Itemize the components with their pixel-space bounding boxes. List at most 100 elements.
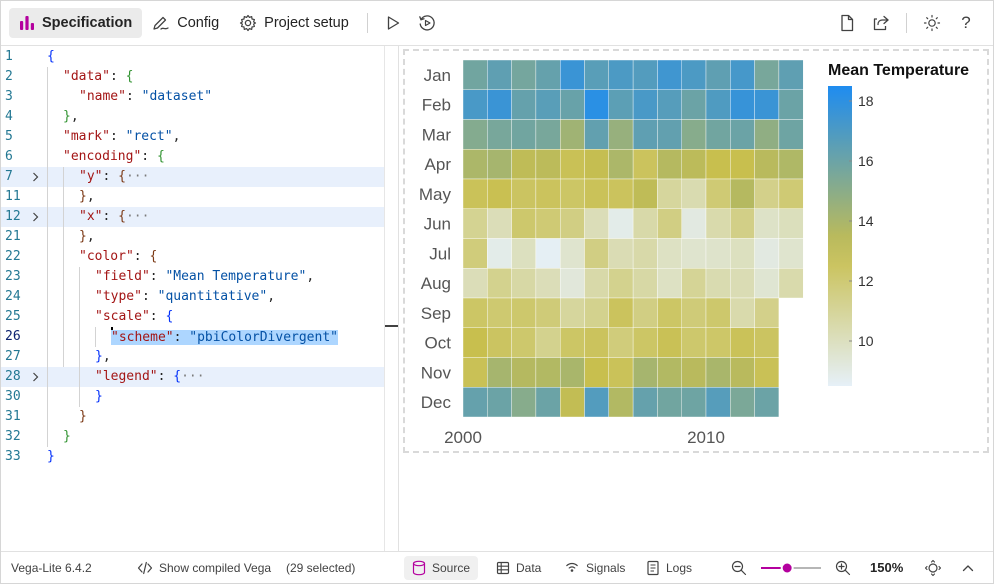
gear-icon	[240, 14, 257, 32]
theme-button[interactable]	[915, 8, 949, 38]
heatmap-cell	[778, 89, 804, 120]
line-number: 31	[5, 409, 21, 424]
indent-guide	[95, 327, 96, 347]
heatmap-cell	[511, 89, 537, 120]
code-line[interactable]: 32}	[1, 427, 398, 447]
help-icon: ?	[961, 13, 971, 32]
tab-data[interactable]: Data	[488, 556, 549, 580]
heatmap-cell	[657, 89, 682, 120]
heatmap-cell	[657, 238, 682, 269]
heatmap-cell	[681, 387, 707, 418]
y-tick-label: Aug	[421, 274, 451, 293]
heatmap-cell	[632, 149, 658, 180]
heatmap-cell	[608, 268, 634, 299]
new-file-button[interactable]	[830, 8, 864, 38]
y-tick-label: Jun	[424, 215, 451, 234]
heatmap-cell	[705, 89, 731, 120]
line-number: 21	[5, 229, 21, 244]
code-line[interactable]: 3 "name": "dataset"	[1, 87, 398, 107]
tab-logs[interactable]: Logs	[638, 556, 700, 580]
code-line[interactable]: 30}	[1, 387, 398, 407]
zoom-slider-track	[761, 561, 821, 574]
heatmap-cell	[535, 327, 561, 358]
heatmap-cell	[584, 327, 609, 358]
run-icon	[387, 16, 399, 30]
code-text: "field": "Mean Temperature",	[95, 269, 315, 284]
y-tick-label: Jan	[424, 66, 451, 85]
tab-signals[interactable]: Signals	[556, 556, 633, 580]
heatmap-cell	[487, 357, 512, 388]
code-line[interactable]: 12 "x": {···	[1, 207, 385, 227]
zoom-out-button[interactable]	[731, 552, 747, 583]
code-text: "x": {···	[79, 209, 150, 224]
indent-guide	[47, 67, 48, 447]
code-line[interactable]: 1{	[1, 47, 398, 67]
heatmap-cell	[754, 89, 780, 120]
heatmap-cell	[608, 178, 634, 209]
heatmap-cell	[705, 297, 731, 328]
code-line[interactable]: 11},	[1, 187, 398, 207]
tab-project-setup[interactable]: Project setup	[229, 8, 359, 38]
code-line[interactable]: 7 "y": {···	[1, 167, 385, 187]
code-line[interactable]: 22 "color": {	[1, 247, 398, 267]
code-line[interactable]: 2 "data": {	[1, 67, 398, 87]
code-text: "color": {	[79, 249, 158, 264]
code-line[interactable]: 24 "type": "quantitative",	[1, 287, 398, 307]
code-line[interactable]: 26 "scheme": "pbiColorDivergent"	[1, 327, 398, 347]
collapse-panel-button[interactable]	[961, 552, 975, 583]
code-text: {	[47, 49, 55, 64]
heatmap-cell	[584, 89, 609, 120]
code-line[interactable]: 21},	[1, 227, 398, 247]
code-line[interactable]: 23 "field": "Mean Temperature",	[1, 267, 398, 287]
run-button[interactable]	[376, 8, 410, 38]
editor-scrollbar[interactable]	[384, 46, 385, 551]
code-line[interactable]: 25 "scale": {	[1, 307, 398, 327]
fit-to-view-button[interactable]	[924, 552, 942, 583]
heatmap-cell	[462, 89, 488, 120]
code-line[interactable]: 28 "legend": {···	[1, 367, 385, 387]
heatmap-cell	[535, 387, 561, 418]
code-line[interactable]: 5 "mark": "rect",	[1, 127, 398, 147]
heatmap-cell	[705, 119, 731, 150]
zoom-in-button[interactable]	[835, 552, 851, 583]
heatmap-cell	[462, 268, 488, 299]
heatmap-cell	[705, 178, 731, 209]
tab-source[interactable]: Source	[404, 556, 479, 580]
fold-chevron-icon[interactable]	[30, 167, 42, 187]
tab-source-label: Source	[432, 561, 471, 575]
code-text: },	[95, 349, 111, 364]
tab-signals-label: Signals	[586, 561, 626, 575]
heatmap-cell	[754, 149, 780, 180]
tab-config[interactable]: Config	[142, 8, 229, 38]
line-number: 33	[5, 449, 21, 464]
code-editor[interactable]: 1{2 "data": {3 "name": "dataset" 4}, 5 "mark"…	[1, 46, 399, 551]
show-compiled-vega-button[interactable]: Show compiled Vega	[137, 552, 271, 583]
heatmap-cell	[705, 238, 731, 269]
code-line[interactable]: 6 "encoding": {	[1, 147, 398, 167]
zoom-slider[interactable]	[761, 552, 821, 583]
auto-run-button[interactable]	[410, 8, 444, 38]
code-line[interactable]: 4},	[1, 107, 398, 127]
legend-tick-label: 14	[858, 213, 874, 229]
tab-specification[interactable]: Specification	[9, 8, 143, 38]
heatmap-cell	[487, 59, 512, 90]
line-number: 5	[5, 129, 13, 144]
fold-chevron-icon[interactable]	[30, 207, 42, 227]
heatmap-cell	[462, 208, 488, 239]
heatmap-cell	[754, 327, 780, 358]
preview-pane: Jan Feb Mar Apr May Jun Jul Aug Sep Oct Nov Dec 2000…	[400, 46, 993, 551]
help-button[interactable]: ?	[949, 8, 983, 38]
code-text: "type": "quantitative",	[95, 289, 276, 304]
heatmap-cell	[487, 208, 512, 239]
heatmap-cell	[559, 149, 585, 180]
indent-guide	[79, 267, 80, 407]
share-button[interactable]	[864, 8, 898, 38]
heatmap-cell	[487, 268, 512, 299]
code-line[interactable]: 31}	[1, 407, 398, 427]
heatmap-cell	[535, 149, 561, 180]
code-line[interactable]: 27},	[1, 347, 398, 367]
fold-chevron-icon[interactable]	[30, 367, 42, 387]
code-line[interactable]: 33}	[1, 447, 398, 467]
show-compiled-vega-label: Show compiled Vega	[159, 560, 272, 575]
heatmap-cell	[511, 149, 537, 180]
